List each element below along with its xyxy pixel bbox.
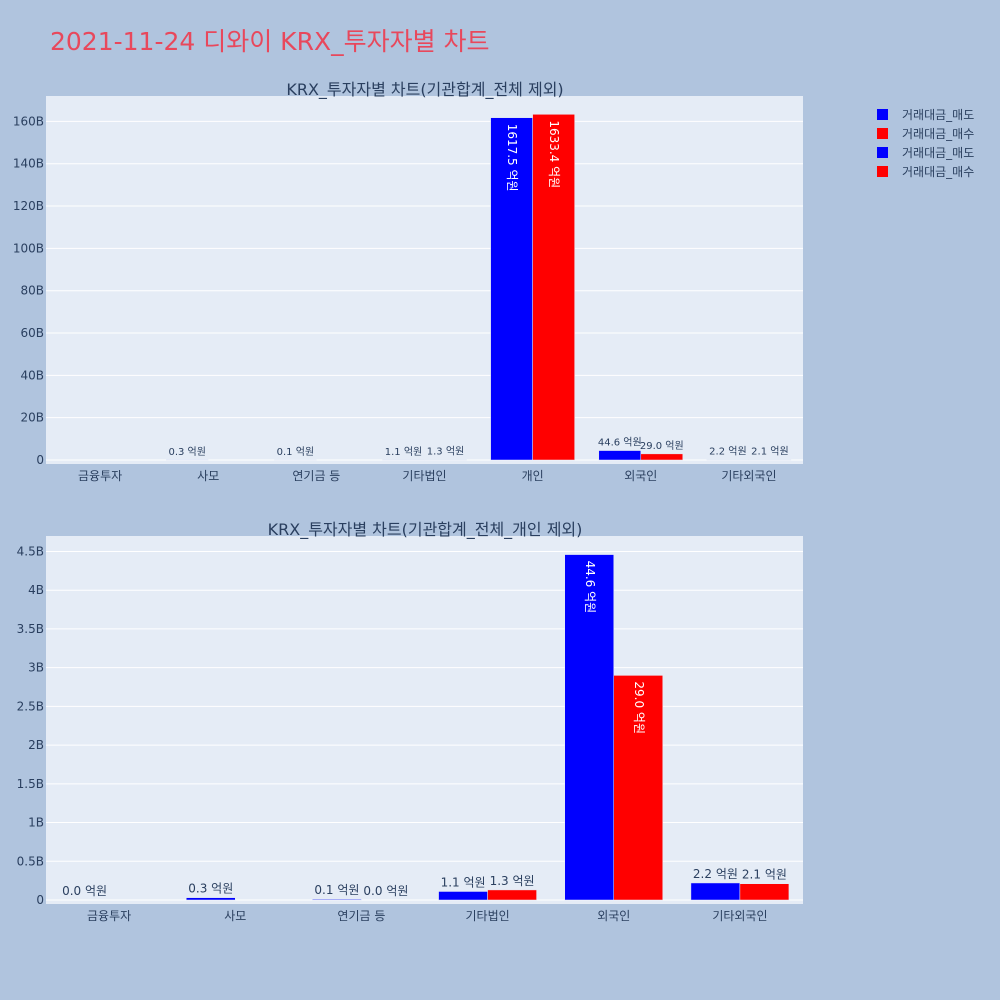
x-tick-label: 연기금 등 xyxy=(337,909,385,923)
data-label: 1617.5 억원 xyxy=(505,124,519,192)
bar xyxy=(438,891,488,901)
x-tick-label: 금융투자 xyxy=(78,469,122,483)
chart-title: KRX_투자자별 차트(기관합계_전체_개인 제외) xyxy=(268,520,583,540)
legend-swatch xyxy=(877,147,888,158)
bar xyxy=(739,883,790,901)
legend-label: 거래대금_매수 xyxy=(902,127,974,141)
bar xyxy=(532,114,575,461)
x-tick-label: 개인 xyxy=(522,469,544,483)
data-label: 2.2 억원 xyxy=(709,446,746,458)
bar xyxy=(640,453,684,461)
y-tick-label: 2B xyxy=(28,738,44,752)
data-label: 1.3 억원 xyxy=(427,446,464,458)
y-tick-label: 0 xyxy=(36,453,44,467)
data-label: 0.1 억원 xyxy=(277,446,314,458)
y-tick-label: 120B xyxy=(13,199,44,213)
x-tick-label: 기타법인 xyxy=(465,909,509,923)
bar xyxy=(613,675,663,901)
data-label: 1633.4 억원 xyxy=(547,120,561,188)
chart-panel-2: KRX_투자자별 차트(기관합계_전체_개인 제외) 0 0.5B 1B 1.5B 2B 2… xyxy=(17,520,803,923)
data-label: 1.1 억원 xyxy=(385,446,422,458)
data-label: 0.1 억원 xyxy=(314,883,359,897)
y-tick-label: 60B xyxy=(20,326,44,340)
plot-area xyxy=(46,536,803,904)
data-label: 2.1 억원 xyxy=(742,868,787,882)
legend-swatch xyxy=(877,166,888,177)
data-label: 1.3 억원 xyxy=(490,874,535,888)
legend-label: 거래대금_매도 xyxy=(902,146,974,160)
x-tick-label: 외국인 xyxy=(597,909,630,923)
data-label: 0.0 억원 xyxy=(363,884,408,898)
data-label: 0.3 억원 xyxy=(188,882,233,896)
data-label: 44.6 억원 xyxy=(598,437,642,449)
chart-title: KRX_투자자별 차트(기관합계_전체 제외) xyxy=(286,80,563,100)
y-tick-label: 4B xyxy=(28,583,44,597)
y-tick-label: 20B xyxy=(20,411,44,425)
data-label: 2.1 억원 xyxy=(751,446,788,458)
y-tick-label: 100B xyxy=(13,241,44,255)
x-tick-label: 사모 xyxy=(197,469,219,483)
data-label: 2.2 억원 xyxy=(693,867,738,881)
bar xyxy=(186,897,236,901)
x-tick-label: 금융투자 xyxy=(87,909,131,923)
x-tick-label: 연기금 등 xyxy=(292,469,340,483)
data-label: 1.1 억원 xyxy=(441,875,486,889)
x-tick-label: 외국인 xyxy=(624,469,657,483)
page-title: 2021-11-24 디와이 KRX_투자자별 차트 xyxy=(50,27,490,56)
y-tick-label: 1B xyxy=(28,816,44,830)
y-tick-label: 160B xyxy=(13,114,44,128)
legend-swatch xyxy=(877,109,888,120)
y-tick-label: 40B xyxy=(20,368,44,382)
chart-panel-1: KRX_투자자별 차트(기관합계_전체 제외) 0 20B 40B 60B 80B 100B… xyxy=(13,80,803,483)
bar xyxy=(564,554,614,901)
x-tick-label: 기타외국인 xyxy=(712,909,767,923)
y-tick-label: 3B xyxy=(28,661,44,675)
data-label: 0.0 억원 xyxy=(62,884,107,898)
y-tick-label: 0 xyxy=(36,893,44,907)
legend-swatch xyxy=(877,128,888,139)
x-tick-label: 기타외국인 xyxy=(721,469,776,483)
data-label: 29.0 억원 xyxy=(632,681,646,734)
plot-area xyxy=(46,96,803,464)
x-tick-label: 기타법인 xyxy=(402,469,446,483)
bar xyxy=(490,117,533,461)
y-tick-label: 1.5B xyxy=(17,777,44,791)
bar xyxy=(487,889,537,901)
data-label: 0.3 억원 xyxy=(168,446,205,458)
y-tick-label: 0.5B xyxy=(17,854,44,868)
y-tick-label: 2.5B xyxy=(17,699,44,713)
y-tick-label: 4.5B xyxy=(17,544,44,558)
legend-label: 거래대금_매도 xyxy=(902,108,974,122)
y-tick-label: 3.5B xyxy=(17,622,44,636)
x-tick-label: 사모 xyxy=(224,909,246,923)
data-label: 29.0 억원 xyxy=(640,440,684,452)
data-label: 44.6 억원 xyxy=(583,561,597,614)
bar xyxy=(312,898,362,901)
bar xyxy=(598,450,642,461)
y-tick-label: 140B xyxy=(13,157,44,171)
y-tick-label: 80B xyxy=(20,284,44,298)
legend-label: 거래대금_매수 xyxy=(902,165,974,179)
bar xyxy=(690,882,741,901)
